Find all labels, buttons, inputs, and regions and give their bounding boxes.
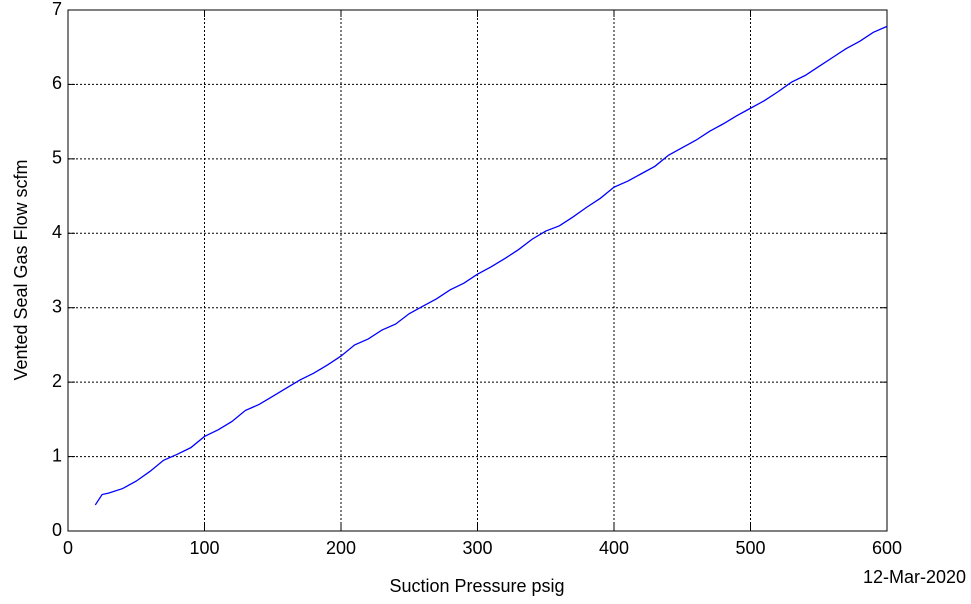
x-tick-label: 200 [326, 538, 356, 558]
y-tick-label: 5 [52, 148, 62, 168]
data-line [94, 25, 888, 506]
x-tick-label: 400 [599, 538, 629, 558]
y-tick-label: 0 [52, 520, 62, 540]
plot-frame [67, 9, 888, 532]
x-tick-label: 600 [872, 538, 902, 558]
y-tick-label: 3 [52, 296, 62, 316]
y-tick-label: 7 [52, 0, 62, 19]
date-annotation: 12-Mar-2020 [863, 567, 966, 587]
x-tick-label: 300 [462, 538, 492, 558]
x-tick-label: 500 [735, 538, 765, 558]
y-tick-label: 1 [52, 445, 62, 465]
y-tick-label: 4 [52, 222, 62, 242]
y-axis-label: Vented Seal Gas Flow scfm [11, 159, 31, 380]
y-tick-label: 6 [52, 73, 62, 93]
x-axis-label: Suction Pressure psig [389, 576, 564, 596]
x-tick-label: 0 [63, 538, 73, 558]
y-tick-label: 2 [52, 371, 62, 391]
x-tick-label: 100 [189, 538, 219, 558]
